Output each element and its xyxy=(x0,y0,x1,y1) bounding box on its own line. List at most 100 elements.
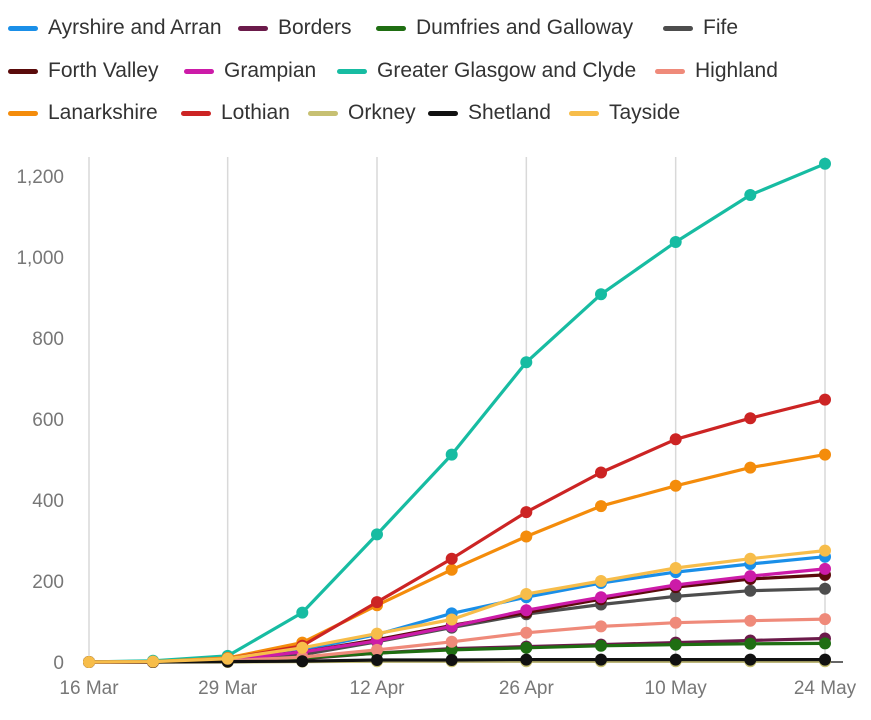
legend-label: Grampian xyxy=(224,59,317,82)
data-point xyxy=(669,562,682,574)
data-point xyxy=(819,582,831,595)
data-point xyxy=(744,637,757,650)
data-point xyxy=(669,236,682,248)
legend-item: Dumfries and Galloway xyxy=(376,13,633,43)
legend-label: Highland xyxy=(695,59,778,82)
y-tick-label: 200 xyxy=(32,572,64,593)
data-point xyxy=(744,461,757,474)
data-point xyxy=(371,596,383,609)
data-point xyxy=(595,653,607,666)
data-point xyxy=(296,606,309,619)
data-point xyxy=(669,590,682,603)
data-point xyxy=(520,356,533,369)
legend-item: Lanarkshire xyxy=(8,98,158,128)
legend-label: Borders xyxy=(278,16,352,39)
y-tick-label: 0 xyxy=(53,653,64,674)
data-point xyxy=(520,626,533,639)
x-tick-label: 12 Apr xyxy=(350,678,406,699)
data-point xyxy=(445,654,458,666)
data-point xyxy=(595,591,607,604)
data-point xyxy=(520,653,533,666)
legend-item: Fife xyxy=(663,13,738,43)
data-point xyxy=(520,588,533,600)
data-point xyxy=(744,552,757,565)
data-point xyxy=(669,433,682,446)
data-point xyxy=(595,466,607,479)
legend-swatch xyxy=(569,110,599,116)
data-point xyxy=(371,643,383,656)
series xyxy=(83,544,831,668)
data-point xyxy=(744,570,757,583)
data-point xyxy=(520,530,533,543)
x-tick-label: 26 Apr xyxy=(499,678,555,699)
legend-swatch xyxy=(308,110,338,116)
data-point xyxy=(669,638,682,651)
data-point xyxy=(595,500,607,513)
legend-item: Forth Valley xyxy=(8,56,159,86)
data-point xyxy=(669,616,682,629)
legend-item: Borders xyxy=(238,13,352,43)
data-point xyxy=(669,479,682,492)
y-tick-label: 1,000 xyxy=(16,248,64,269)
data-point xyxy=(819,448,831,461)
data-point xyxy=(595,620,607,633)
data-point xyxy=(744,653,757,666)
data-point xyxy=(296,655,309,668)
data-point xyxy=(744,614,757,627)
legend-item: Ayrshire and Arran xyxy=(8,13,222,43)
series xyxy=(83,157,831,668)
legend-item: Lothian xyxy=(181,98,290,128)
x-tick-label: 16 Mar xyxy=(59,678,119,699)
data-point xyxy=(520,506,533,519)
data-point xyxy=(744,412,757,425)
data-point xyxy=(819,653,831,666)
y-tick-label: 600 xyxy=(32,410,64,431)
x-tick-label: 29 Mar xyxy=(198,678,258,699)
series-line xyxy=(87,162,827,664)
legend-swatch xyxy=(337,68,367,74)
data-point xyxy=(371,528,383,541)
data-point xyxy=(445,613,458,626)
data-point xyxy=(595,288,607,301)
data-point xyxy=(296,641,309,654)
data-point xyxy=(520,641,533,654)
legend-item: Shetland xyxy=(428,98,551,128)
legend-swatch xyxy=(8,68,38,74)
data-point xyxy=(744,189,757,201)
data-point xyxy=(744,584,757,597)
data-point xyxy=(371,654,383,666)
data-point xyxy=(595,575,607,587)
data-point xyxy=(221,652,234,665)
legend-label: Lothian xyxy=(221,101,290,124)
data-point xyxy=(147,655,159,668)
legend-swatch xyxy=(428,110,458,116)
data-point xyxy=(595,639,607,652)
legend-label: Forth Valley xyxy=(48,59,159,82)
data-point xyxy=(445,635,458,648)
y-tick-label: 1,200 xyxy=(16,167,64,188)
data-point xyxy=(520,604,533,617)
legend-swatch xyxy=(184,68,214,74)
legend-item: Highland xyxy=(655,56,778,86)
legend-swatch xyxy=(181,110,211,116)
legend-label: Ayrshire and Arran xyxy=(48,16,222,39)
legend-swatch xyxy=(663,25,693,31)
data-point xyxy=(371,627,383,640)
y-tick-label: 800 xyxy=(32,329,64,350)
legend-swatch xyxy=(655,68,685,74)
legend-label: Fife xyxy=(703,16,739,39)
legend: Ayrshire and Arran Borders Dumfries and Ga… xyxy=(0,0,871,140)
legend-item: Orkney xyxy=(308,98,416,128)
legend-item: Greater Glasgow and Clyde xyxy=(337,56,636,86)
x-tick-label: 24 May xyxy=(794,678,857,699)
y-axis: 0 200 400 600 800 1,000 1,200 xyxy=(16,167,64,674)
legend-label: Shetland xyxy=(468,101,551,124)
legend-label: Tayside xyxy=(609,101,681,124)
data-point xyxy=(819,157,831,170)
data-point xyxy=(83,656,95,668)
data-point xyxy=(445,448,458,461)
legend-swatch xyxy=(8,110,38,116)
y-tick-label: 400 xyxy=(32,491,64,512)
legend-swatch xyxy=(376,25,406,31)
